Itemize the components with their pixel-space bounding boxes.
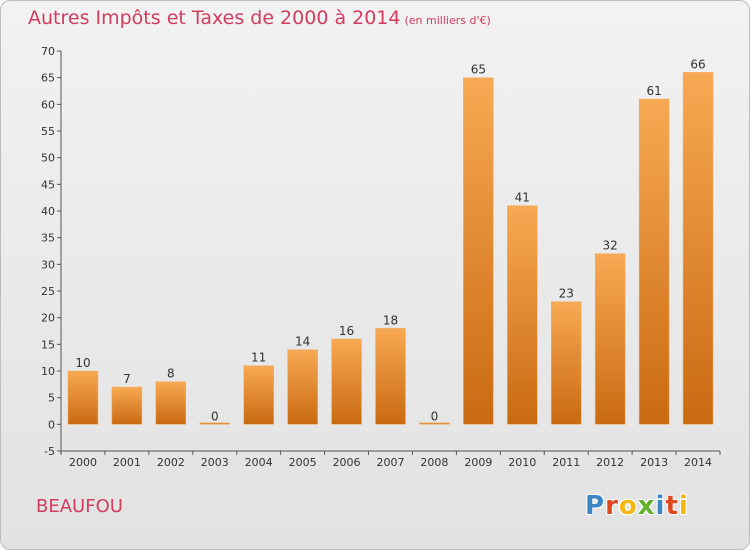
logo-letter: r [605, 491, 619, 521]
y-tick-label: 65 [41, 72, 55, 85]
data-label-2014: 66 [690, 57, 705, 71]
y-tick-label: 60 [41, 98, 55, 111]
proxiti-logo[interactable]: Proxiti [585, 491, 689, 521]
bar-2008 [419, 422, 450, 425]
chart-subtitle: (en milliers d'€) [404, 14, 491, 27]
bar-2012 [594, 253, 626, 425]
y-tick-label: -5 [44, 445, 55, 458]
data-label-2012: 32 [603, 239, 618, 253]
data-label-2005: 14 [295, 335, 310, 349]
bar-2002 [155, 381, 187, 425]
logo-letter: t [665, 491, 679, 521]
logo-letter: o [618, 491, 638, 521]
x-tick-label: 2001 [113, 456, 141, 469]
y-tick-label: 35 [41, 232, 55, 245]
y-tick-label: 45 [41, 178, 55, 191]
x-tick-label: 2005 [289, 456, 317, 469]
y-tick-label: 50 [41, 152, 55, 165]
x-tick-label: 2008 [420, 456, 448, 469]
x-tick-label: 2002 [157, 456, 185, 469]
y-tick-label: 15 [41, 338, 55, 351]
data-label-2010: 41 [515, 191, 530, 205]
bar-2010 [507, 205, 538, 425]
bar-2000 [67, 370, 99, 425]
data-label-2009: 65 [471, 63, 486, 77]
bar-2007 [375, 328, 406, 425]
y-tick-label: 25 [41, 285, 55, 298]
x-tick-label: 2003 [201, 456, 229, 469]
y-tick-label: 55 [41, 125, 55, 138]
x-tick-label: 2011 [552, 456, 580, 469]
x-tick-label: 2006 [333, 456, 361, 469]
bar-2006 [331, 338, 362, 425]
data-label-2011: 23 [559, 287, 574, 301]
x-tick-label: 2014 [684, 456, 712, 469]
data-label-2007: 18 [383, 313, 398, 327]
logo-letter: x [637, 491, 656, 521]
data-label-2001: 7 [123, 372, 131, 386]
y-tick-label: 0 [48, 418, 55, 431]
y-tick-label: 10 [41, 365, 55, 378]
bar-2009 [463, 77, 494, 425]
bar-2013 [638, 98, 670, 425]
data-label-2003: 0 [211, 409, 219, 423]
bar-2011 [550, 301, 582, 425]
town-name: BEAUFOU [36, 496, 123, 517]
logo-letter: i [655, 491, 666, 521]
bar-2003 [199, 422, 231, 425]
data-label-2000: 10 [75, 356, 90, 370]
chart-title-text: Autres Impôts et Taxes de 2000 à 2014 [28, 7, 401, 29]
logo-letter: i [678, 491, 689, 521]
logo-letter: P [585, 491, 606, 521]
x-tick-label: 2012 [596, 456, 624, 469]
y-tick-label: 70 [41, 45, 55, 58]
x-tick-label: 2004 [245, 456, 273, 469]
data-label-2002: 8 [167, 367, 175, 381]
x-tick-label: 2010 [508, 456, 536, 469]
y-tick-label: 20 [41, 312, 55, 325]
bar-2014 [682, 72, 714, 425]
x-tick-label: 2013 [640, 456, 668, 469]
x-tick-label: 2007 [377, 456, 405, 469]
chart-title: Autres Impôts et Taxes de 2000 à 2014 (en… [28, 7, 491, 29]
data-label-2006: 16 [339, 324, 354, 338]
x-tick-label: 2009 [464, 456, 492, 469]
bar-2004 [243, 365, 274, 425]
bar-2005 [287, 349, 318, 425]
y-tick-label: 30 [41, 258, 55, 271]
x-tick-label: 2000 [69, 456, 97, 469]
data-label-2008: 0 [431, 409, 439, 423]
bar-2001 [111, 386, 143, 425]
y-tick-label: 5 [48, 392, 55, 405]
y-tick-label: 40 [41, 205, 55, 218]
data-label-2013: 61 [646, 84, 661, 98]
data-label-2004: 11 [251, 351, 266, 365]
chart-bars: 10 7 8 0 11 14 16 18 0 65 41 23 32 61 66 [67, 57, 714, 425]
